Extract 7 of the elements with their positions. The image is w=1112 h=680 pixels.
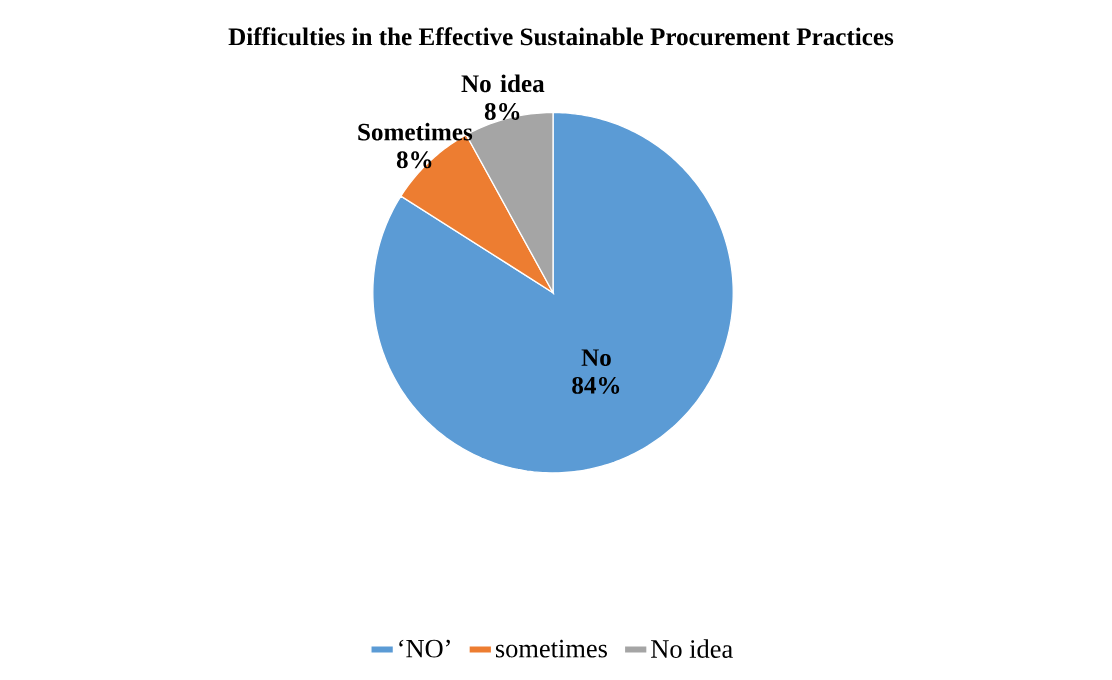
- data-label: No idea 8%: [461, 74, 545, 121]
- legend-label: No idea: [651, 639, 733, 658]
- legend-label: sometimes: [495, 639, 607, 658]
- data-label: Sometimes 8%: [358, 122, 473, 169]
- chart-title: Difficulties in the Effective Sustainable Procurement Practices: [228, 27, 894, 46]
- data-label: No 84%: [572, 349, 620, 394]
- legend-label: ‘NO’: [399, 639, 450, 658]
